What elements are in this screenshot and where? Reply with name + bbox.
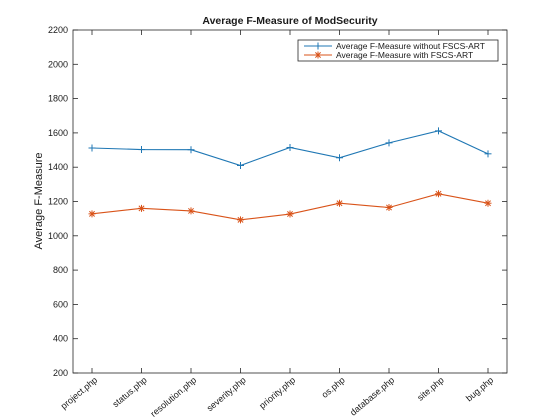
series-1-point (286, 143, 294, 151)
legend-label-1: Average F-Measure without FSCS-ART (336, 41, 485, 51)
series-2-point (336, 199, 343, 207)
series-2-point (187, 207, 195, 215)
x-tick-label: severity.php (205, 375, 248, 413)
series-1-point (237, 161, 244, 169)
y-tick-label: 400 (53, 334, 68, 344)
y-tick-label: 1600 (48, 128, 68, 138)
x-tick-label: status.php (111, 375, 149, 409)
series-2-point (385, 204, 393, 212)
series-2-point (286, 210, 294, 218)
x-tick-label: priority.php (257, 375, 297, 411)
legend: Average F-Measure without FSCS-ARTAverag… (297, 39, 499, 62)
x-tick-label: os.php (320, 375, 347, 400)
series-2-point (138, 204, 145, 212)
x-tick-label: bug.php (464, 375, 495, 404)
series-1-point (138, 146, 145, 154)
x-tick-label: site.php (415, 375, 446, 403)
series-1-point (484, 150, 492, 158)
y-tick-label: 800 (53, 265, 68, 275)
series-2-point (435, 190, 442, 198)
legend-box (297, 39, 499, 62)
axes-box (72, 29, 508, 374)
series-2-point (484, 199, 492, 207)
series-1-point (385, 139, 393, 147)
y-tick-label: 2200 (48, 25, 68, 35)
y-tick-label: 600 (53, 299, 68, 309)
series-2-point (237, 216, 244, 224)
y-tick-label: 1800 (48, 94, 68, 104)
y-tick-label: 1400 (48, 162, 68, 172)
series-1-point (187, 146, 195, 154)
chart-title: Average F-Measure of ModSecurity (202, 15, 377, 27)
y-tick-label: 1000 (48, 231, 68, 241)
x-tick-label: database.php (348, 375, 396, 418)
series-1-point (435, 127, 442, 135)
legend-marker-1 (314, 42, 322, 50)
series-1-point (336, 154, 343, 162)
plot-area: 200 400 600 800 1000 1200 1400 1600 1800 2000 2200… (48, 25, 508, 419)
x-tick-label: project.php (59, 375, 100, 411)
y-tick-label: 200 (53, 368, 68, 378)
legend-marker-2 (314, 51, 322, 59)
series-1-point (88, 144, 96, 152)
y-tick-label: 1200 (48, 197, 68, 207)
y-axis-title: Average F-Measure (33, 152, 45, 249)
x-tick-label: resolution.php (149, 375, 199, 419)
y-tick-label: 2000 (48, 59, 68, 69)
series-2-point (88, 210, 96, 218)
legend-label-2: Average F-Measure with FSCS-ART (336, 50, 473, 60)
